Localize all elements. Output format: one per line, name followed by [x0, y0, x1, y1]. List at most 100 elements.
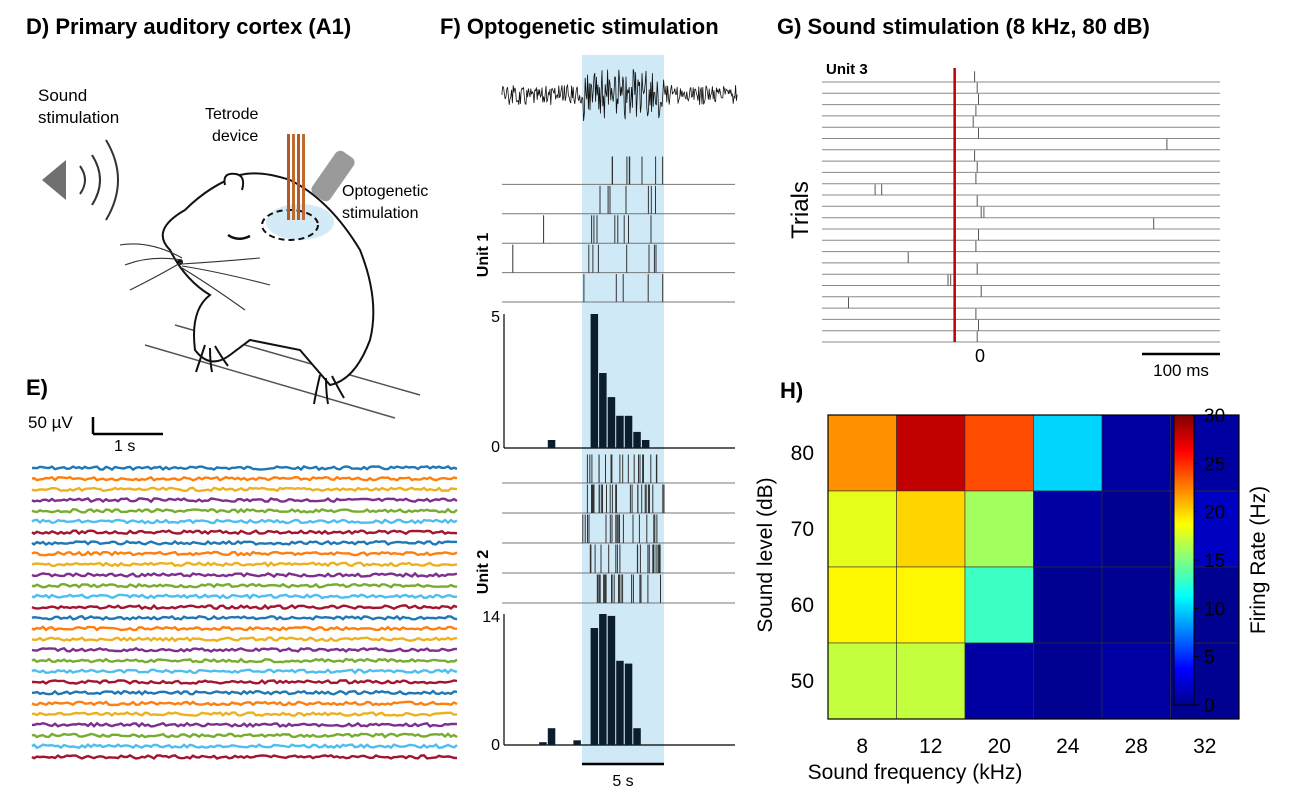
- x-tick-label: 20: [988, 735, 1011, 758]
- rat-ear: [223, 172, 245, 191]
- lfp-channel-trace: [31, 486, 458, 493]
- g-ylabel: Trials: [787, 181, 814, 239]
- x-tick-labels: 8 12 20 24 28 32: [856, 735, 1216, 758]
- lfp-channel-trace: [31, 753, 458, 760]
- rat-eye: [227, 233, 251, 240]
- lfp-channel-trace: [31, 711, 458, 718]
- heatmap-cell: [827, 490, 897, 568]
- psth-bar: [599, 614, 607, 745]
- lfp-channel-trace: [31, 518, 458, 525]
- y-tick-labels: 80 70 60 50: [791, 442, 814, 693]
- unit2-label: Unit 2: [475, 550, 492, 595]
- unit1-label: Unit 1: [475, 233, 492, 278]
- rat-paw: [313, 374, 345, 405]
- panel-f-figure: Unit 1 Unit 2 5 0 14 0 5 s: [475, 55, 738, 790]
- heatmap-cell: [827, 566, 897, 644]
- unit1-psth: [503, 314, 735, 449]
- psth-bar: [599, 373, 607, 448]
- rat-schematic: [42, 134, 421, 419]
- hist2-ymin-label: 0: [491, 737, 500, 754]
- unit2-raster: [502, 454, 735, 604]
- x-tick-label: 12: [919, 735, 942, 758]
- heatmap-cell: [964, 414, 1034, 492]
- x-tick-label: 28: [1125, 735, 1148, 758]
- heatmap-cell: [896, 642, 966, 720]
- heatmap-cell: [827, 414, 897, 492]
- opto-label-line1: Optogenetic: [342, 183, 429, 200]
- e-scale-time-label: 1 s: [114, 438, 136, 455]
- heatmap-cell: [964, 490, 1034, 568]
- heatmap-cell: [1033, 642, 1103, 720]
- tetrode-wire: [297, 134, 300, 220]
- unit3-label: Unit 3: [826, 61, 868, 78]
- lfp-channel-trace: [31, 646, 458, 653]
- lfp-channel-trace: [31, 561, 458, 568]
- rat-paw: [195, 344, 229, 373]
- psth-bar: [547, 440, 556, 448]
- h-ylabel: Sound level (dB): [754, 477, 777, 632]
- psth-bar: [616, 660, 624, 745]
- psth-bar: [641, 440, 650, 448]
- unit1-raster: [502, 156, 735, 303]
- colorbar-ticks: 0 5 10 15 20 25 30: [1194, 406, 1225, 717]
- lfp-channel-trace: [31, 550, 458, 557]
- sound-wave-icon: [79, 165, 86, 195]
- lfp-channel-trace: [31, 636, 458, 643]
- psth-bar: [624, 663, 633, 745]
- lfp-channel-trace: [31, 582, 458, 589]
- unit3-raster: [822, 71, 1220, 343]
- x-tick-label: 8: [856, 735, 868, 758]
- colorbar-tick-label: 30: [1204, 406, 1225, 427]
- heatmap-cell: [1033, 490, 1103, 568]
- hist1-ymin-label: 0: [491, 439, 500, 456]
- lfp-channel-trace: [31, 679, 458, 685]
- optic-fiber-icon: [311, 150, 355, 202]
- panel-g-figure: Unit 3 Trials 0 100 ms: [787, 61, 1220, 380]
- lfp-channel-trace: [31, 507, 458, 514]
- tetrode-wire: [292, 134, 295, 220]
- ledge-line: [144, 344, 396, 419]
- tuning-heatmap: [827, 414, 1240, 720]
- heatmap-cell: [896, 414, 966, 492]
- tetrode-label-line2: device: [212, 128, 259, 145]
- heatmap-cell: [1101, 490, 1171, 568]
- h-xlabel: Sound frequency (kHz): [808, 761, 1023, 784]
- lfp-channel-trace: [31, 614, 458, 621]
- lfp-channel-trace: [31, 571, 458, 579]
- psth-bar: [633, 431, 641, 448]
- psth-bar: [616, 415, 624, 448]
- psth-bar: [633, 728, 641, 745]
- e-traces: [31, 417, 458, 760]
- lfp-channel-trace: [31, 721, 458, 728]
- colorbar-tick-label: 20: [1204, 503, 1225, 524]
- heatmap-cell: [827, 642, 897, 720]
- lfp-channel-trace: [31, 668, 458, 675]
- x-tick-label: 32: [1193, 735, 1216, 758]
- psth-bar: [607, 615, 616, 745]
- g-scale-label: 100 ms: [1153, 361, 1209, 380]
- lfp-channel-trace: [31, 625, 458, 632]
- light-cone: [266, 204, 334, 240]
- colorbar-tick-label: 15: [1204, 551, 1225, 572]
- psth-bar: [573, 740, 581, 745]
- lfp-channel-trace: [31, 603, 458, 611]
- rat-whiskers: [119, 243, 271, 311]
- psth-bar: [590, 628, 599, 745]
- panel-h-title: H): [780, 378, 804, 403]
- psth-bar: [547, 728, 556, 745]
- heatmap-cell: [1101, 414, 1171, 492]
- lfp-channel-trace: [32, 464, 458, 472]
- heatmap-cell: [964, 642, 1034, 720]
- opto-label-line2: stimulation: [342, 205, 419, 222]
- speaker-icon: [42, 160, 66, 200]
- colorbar-label: Firing Rate (Hz): [1247, 486, 1270, 634]
- lfp-channel-trace: [31, 593, 458, 600]
- unit2-psth: [503, 614, 735, 746]
- psth-bar: [624, 415, 633, 448]
- heatmap-cell: [1101, 566, 1171, 644]
- psth-bar: [539, 742, 547, 745]
- colorbar: [1173, 414, 1195, 706]
- heatmap-cell: [1033, 566, 1103, 644]
- tetrode-label-line1: Tetrode: [205, 106, 259, 123]
